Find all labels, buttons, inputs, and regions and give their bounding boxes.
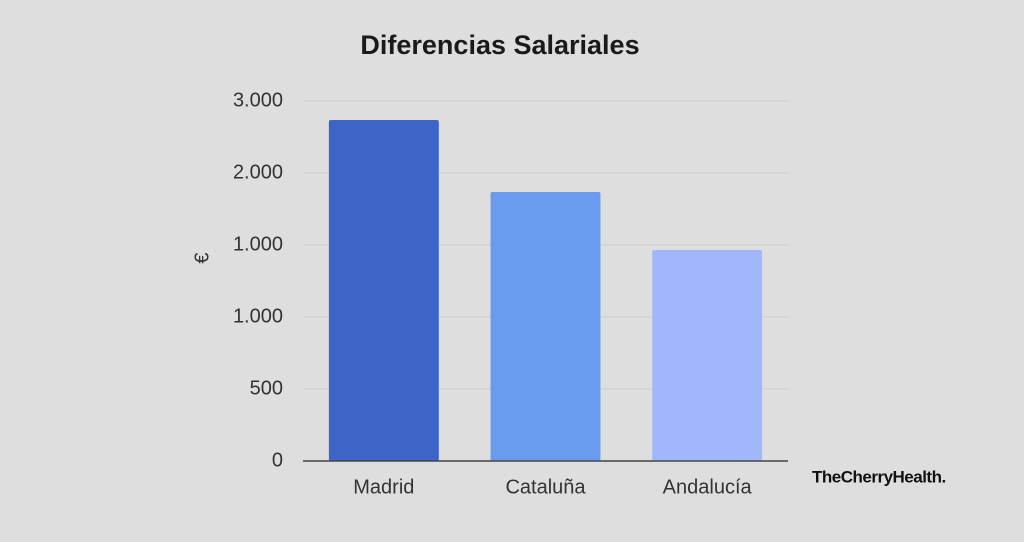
y-tick-label: 1.000 bbox=[233, 305, 283, 327]
x-tick-label: Madrid bbox=[353, 476, 414, 498]
y-axis-label: € bbox=[191, 252, 213, 263]
y-tick-label: 0 bbox=[272, 449, 283, 471]
x-tick-label: Andalucía bbox=[663, 476, 753, 498]
y-tick-label: 500 bbox=[250, 377, 283, 399]
chart-title: Diferencias Salariales bbox=[360, 30, 639, 60]
bar bbox=[652, 250, 763, 461]
y-tick-label: 3.000 bbox=[233, 89, 283, 111]
x-tick-label: Cataluña bbox=[505, 476, 586, 498]
y-tick-label: 1.000 bbox=[233, 233, 283, 255]
y-tick-label: 2.000 bbox=[233, 161, 283, 183]
bar bbox=[490, 192, 601, 461]
bar bbox=[328, 120, 439, 462]
watermark: TheCherryHealth. bbox=[812, 467, 946, 486]
